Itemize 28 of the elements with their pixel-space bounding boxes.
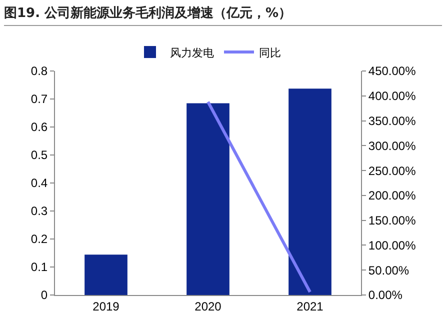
y-tick-label: 0.3 bbox=[30, 204, 48, 218]
legend-label: 同比 bbox=[259, 46, 281, 60]
y-tick-label: 0.6 bbox=[30, 120, 48, 134]
x-tick-label: 2019 bbox=[92, 299, 120, 314]
bar bbox=[288, 88, 332, 295]
chart-title: 图19. 公司新能源业务毛利润及增速（亿元，%） bbox=[4, 4, 442, 26]
bar bbox=[186, 103, 230, 295]
y2-tick-label: 400.00% bbox=[368, 89, 416, 104]
y2-tick-label: 350.00% bbox=[368, 114, 416, 128]
y2-tick-label: 50.00% bbox=[368, 263, 410, 278]
x-tick-label: 2020 bbox=[194, 299, 222, 314]
y-tick-label: 0.4 bbox=[30, 176, 48, 190]
y2-tick-label: 150.00% bbox=[368, 214, 416, 228]
x-tick-label: 2021 bbox=[296, 299, 324, 314]
y2-tick-label: 300.00% bbox=[368, 138, 416, 153]
y2-tick-label: 0.00% bbox=[368, 288, 403, 302]
y2-tick-label: 100.00% bbox=[368, 238, 416, 252]
y2-tick-label: 200.00% bbox=[368, 188, 416, 203]
bar bbox=[84, 254, 128, 295]
y2-tick-label: 250.00% bbox=[368, 164, 416, 178]
y-tick-label: 0.8 bbox=[30, 64, 48, 78]
y-tick-label: 0.7 bbox=[30, 92, 48, 106]
y-tick-label: 0.1 bbox=[30, 260, 48, 274]
y2-tick-label: 450.00% bbox=[368, 64, 416, 78]
legend-label: 风力发电 bbox=[170, 46, 214, 60]
y-tick-label: 0.5 bbox=[30, 148, 48, 162]
y-tick-label: 0 bbox=[40, 288, 48, 302]
y-tick-label: 0.2 bbox=[30, 232, 48, 246]
